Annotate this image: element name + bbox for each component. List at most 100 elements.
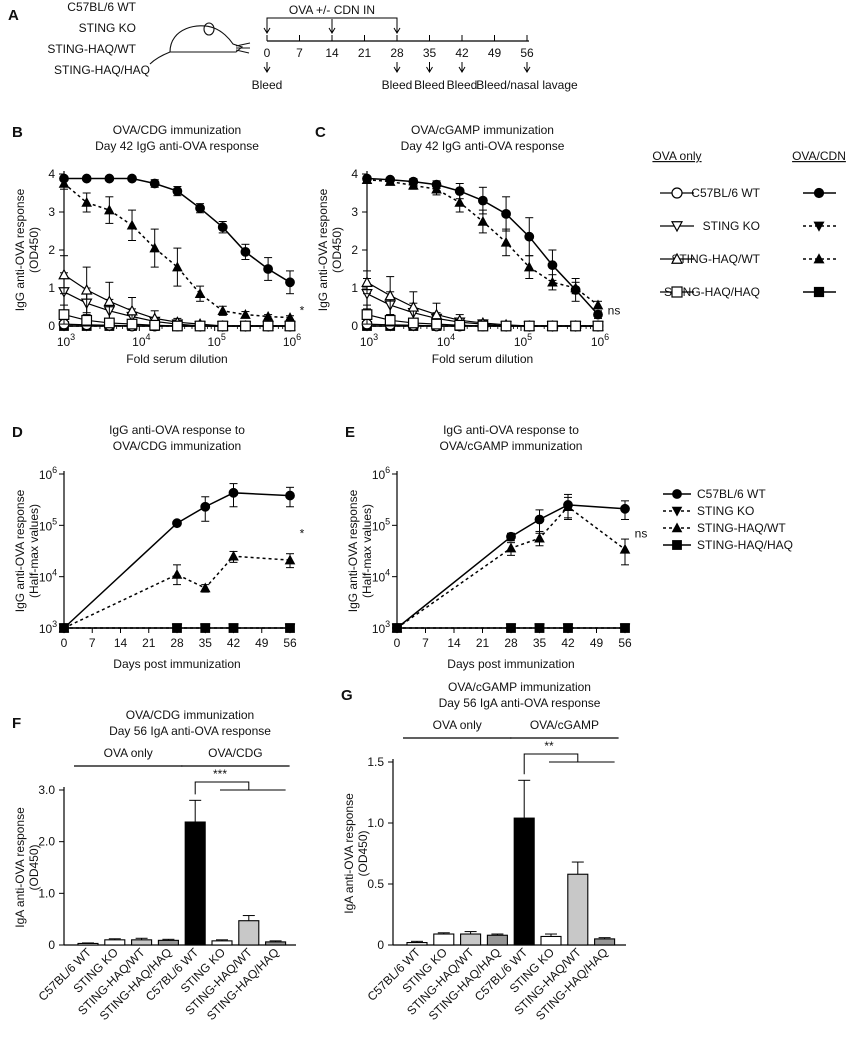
x-tick-label: 106 [591, 332, 609, 349]
chart-subtitle: Day 42 IgG anti-OVA response [95, 139, 259, 153]
y-tick-label-base: 10 [39, 622, 53, 636]
x-tick-label: 104 [437, 332, 455, 349]
y-axis-label: IgG anti-OVA response [13, 489, 27, 612]
x-tick-label-base: 10 [514, 335, 528, 349]
data-point-square [454, 319, 466, 331]
group-label: OVA/CDG [208, 746, 262, 760]
legend-label: STING-HAQ/HAQ [697, 538, 793, 552]
bleed-arrow [523, 66, 531, 73]
data-point-triangle-up [454, 196, 466, 207]
bar [486, 934, 508, 946]
x-tick-label-base: 10 [360, 335, 374, 349]
timeline-day-label: 49 [488, 46, 502, 60]
x-tick-label-exp: 5 [221, 332, 226, 342]
significance-label: *** [213, 767, 227, 781]
bar [77, 942, 99, 946]
y-axis-label: IgG anti-OVA response [346, 489, 360, 612]
y-tick-label: 3 [351, 205, 358, 219]
y-tick-label: 106 [39, 465, 57, 482]
bar [157, 939, 179, 946]
data-point-square [431, 318, 442, 330]
data-point-triangle-up [361, 276, 373, 287]
strain-label: STING KO [79, 21, 136, 35]
x-tick-label: 105 [514, 332, 532, 349]
timeline-day-label: 42 [455, 46, 469, 60]
y-tick-label-exp: 4 [385, 568, 390, 578]
timeline-day-label: 14 [325, 46, 339, 60]
data-point-circle [534, 514, 545, 525]
legend-label: STING-HAQ/WT [697, 521, 786, 535]
y-tick-label-exp: 3 [385, 619, 390, 629]
y-tick-label: 1.0 [38, 886, 55, 900]
data-point-circle [172, 186, 183, 197]
x-tick-label-base: 10 [57, 335, 71, 349]
data-point-circle [672, 489, 682, 499]
y-tick-label: 4 [48, 167, 55, 181]
y-tick-label-base: 10 [39, 571, 53, 585]
legend-col-title: OVA only [652, 149, 701, 163]
data-point-triangle-up [477, 215, 489, 226]
panel-letter: E [345, 424, 355, 441]
bar [406, 942, 428, 946]
mouse-icon [149, 22, 251, 65]
chart-title: OVA/cGAMP immunization [411, 123, 554, 137]
data-point-triangle-up [562, 501, 574, 512]
x-tick-label: 56 [618, 636, 632, 650]
y-axis-label-units: (Half-max values) [27, 504, 41, 598]
data-point-triangle-up [103, 295, 116, 306]
data-point-triangle-up [228, 550, 239, 561]
strain-label: STING-HAQ/WT [47, 42, 136, 56]
y-tick-label: 103 [39, 619, 57, 636]
data-point-square [477, 320, 489, 332]
data-point-square [671, 286, 683, 298]
timeline-day-label: 35 [423, 46, 437, 60]
panel-letter: C [315, 124, 326, 141]
data-point-square [672, 540, 682, 550]
y-tick-label: 0.5 [367, 877, 384, 891]
data-point-square [534, 623, 545, 633]
y-tick-label-base: 10 [372, 622, 386, 636]
timeline-day-label: 0 [264, 46, 271, 60]
x-tick-label: 35 [533, 636, 547, 650]
bleed-arrow [393, 66, 401, 73]
bar [184, 821, 206, 946]
x-tick-label-exp: 5 [527, 332, 532, 342]
data-point-circle [506, 531, 516, 542]
x-tick-label: 49 [590, 636, 604, 650]
y-axis-label-units: (OD450) [27, 844, 41, 890]
timeline-day-label: 7 [296, 46, 303, 60]
data-point-triangle-up [813, 253, 825, 264]
x-tick-label: 0 [394, 636, 401, 650]
x-tick-label: 21 [142, 636, 156, 650]
data-point-circle [593, 309, 603, 320]
x-tick-label-exp: 6 [296, 332, 301, 342]
data-point-circle [195, 203, 205, 214]
data-point-triangle-up [592, 299, 604, 310]
data-point-circle [200, 501, 211, 512]
group-label: OVA/cGAMP [530, 718, 599, 732]
data-point-square [407, 317, 419, 329]
data-point-triangle-up [505, 542, 517, 553]
bar [460, 933, 482, 946]
bar [594, 938, 616, 946]
x-tick-label: 14 [447, 636, 461, 650]
data-point-square [81, 314, 93, 326]
data-point-square [361, 309, 373, 320]
panel-d-chart: D IgG anti-OVA response to OVA/CDG immuniz… [12, 423, 305, 671]
data-point-square [217, 320, 229, 332]
data-point-square [200, 623, 211, 633]
legend-label: STING KO [697, 504, 754, 518]
data-point-square [194, 320, 206, 332]
chart-subtitle: OVA/cGAMP immunization [440, 439, 583, 453]
x-tick-label: 56 [283, 636, 297, 650]
y-tick-label: 105 [39, 516, 57, 533]
data-point-triangle-up [126, 219, 138, 230]
panel-letter: D [12, 424, 23, 441]
data-point-triangle-up [172, 261, 183, 272]
y-tick-label: 0 [377, 938, 384, 952]
y-axis-label: IgA anti-OVA response [342, 793, 356, 914]
x-tick-label-base: 10 [207, 335, 221, 349]
y-tick-label-exp: 3 [52, 619, 57, 629]
